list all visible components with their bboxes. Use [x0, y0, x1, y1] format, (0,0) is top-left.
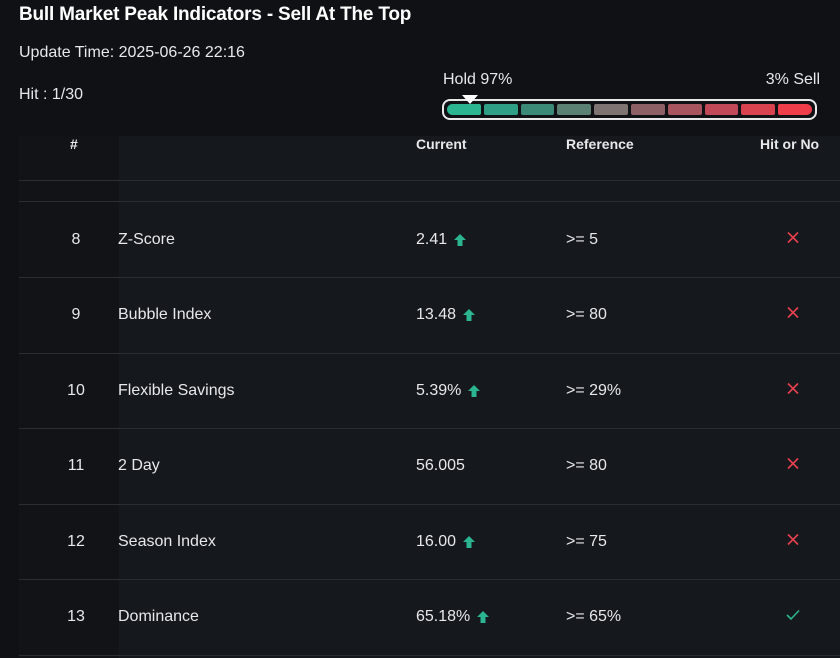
meter-segment: [447, 104, 481, 115]
reference-value: >= 75: [566, 532, 607, 550]
row-number: 11: [67, 457, 85, 474]
indicator-table: [19, 136, 840, 658]
table-row[interactable]: 12 Season Index 16.00 >= 75: [0, 504, 840, 579]
meter-segment: [520, 104, 555, 115]
meter-segment: [630, 104, 665, 115]
reference-value: >= 80: [566, 457, 607, 474]
frozen-column-shade: [19, 136, 119, 658]
table-row[interactable]: 13 Dominance 65.18% >= 65%: [0, 580, 840, 655]
hit-status: [785, 531, 801, 552]
row-divider: [19, 579, 840, 580]
indicator-name: Dominance: [118, 608, 199, 625]
cross-icon: [787, 382, 799, 394]
indicator-name: Season Index: [118, 532, 216, 550]
current-value: 56.005: [416, 457, 465, 475]
row-divider: [19, 428, 840, 429]
cross-icon: [787, 306, 799, 319]
row-number: 9: [71, 306, 81, 323]
table-row[interactable]: 9 Bubble Index 13.48 >= 80: [0, 278, 840, 353]
current-value: 5.39%: [416, 382, 481, 400]
hit-status: [785, 305, 801, 326]
row-number: 13: [67, 608, 85, 625]
reference-value: >= 29%: [566, 381, 622, 399]
current-value-text: 2.41: [416, 230, 448, 248]
indicator-name: Z-Score: [118, 230, 175, 248]
trend-up-icon: [468, 384, 481, 397]
row-divider: [19, 352, 840, 354]
cross-icon: [787, 457, 799, 470]
current-value: 13.48: [416, 306, 476, 324]
meter-segment: [594, 104, 628, 115]
sell-label: 3% Sell: [765, 71, 820, 88]
row-number: 12: [67, 532, 85, 550]
hit-status: [785, 607, 801, 628]
update-time: Update Time: 2025-06-26 22:16: [19, 44, 245, 61]
current-value-text: 5.39%: [416, 381, 462, 399]
reference-value: >= 65%: [566, 608, 622, 625]
indicator-name: 2 Day: [118, 457, 160, 474]
trend-up-icon: [454, 233, 467, 246]
row-number: 8: [71, 230, 81, 248]
trend-up-icon: [477, 611, 490, 623]
col-header-reference: Reference: [566, 136, 634, 152]
current-value-text: 16.00: [416, 532, 457, 550]
meter-segment: [704, 104, 739, 115]
table-row[interactable]: 8 Z-Score 2.41 >= 5: [0, 202, 840, 277]
current-value-text: 13.48: [416, 306, 457, 323]
meter-pointer-icon: [462, 95, 478, 104]
cross-icon: [787, 533, 799, 545]
row-divider: [19, 277, 840, 278]
row-divider: [19, 180, 840, 181]
meter-segment: [557, 104, 592, 115]
meter-segment: [483, 104, 518, 115]
hold-label: Hold 97%: [443, 71, 513, 88]
row-divider: [19, 201, 840, 202]
col-header-num: #: [70, 136, 78, 152]
indicator-name: Bubble Index: [118, 306, 212, 323]
trend-up-icon: [463, 309, 476, 321]
row-divider: [19, 654, 840, 656]
table-row[interactable]: 11 2 Day 56.005 >= 80: [0, 429, 840, 504]
row-divider: [19, 503, 840, 505]
meter-segment: [778, 104, 812, 115]
hit-status: [785, 380, 801, 401]
col-header-current: Current: [416, 136, 467, 152]
hit-count: Hit : 1/30: [19, 86, 84, 103]
hit-status: [785, 229, 801, 250]
meter-segment: [741, 104, 776, 115]
trend-up-icon: [463, 535, 476, 548]
current-value-text: 65.18%: [416, 608, 471, 625]
current-value-text: 56.005: [416, 457, 465, 474]
indicator-name: Flexible Savings: [118, 381, 235, 399]
check-icon: [786, 609, 800, 621]
current-value: 16.00: [416, 533, 476, 551]
hit-status: [785, 456, 801, 477]
row-number: 10: [67, 381, 85, 399]
reference-value: >= 5: [566, 230, 599, 248]
col-header-hit: Hit or No: [760, 136, 820, 152]
meter-segment: [667, 104, 702, 115]
page-title: Bull Market Peak Indicators - Sell At Th…: [19, 4, 412, 25]
table-row[interactable]: 10 Flexible Savings 5.39% >= 29%: [0, 353, 840, 428]
reference-value: >= 80: [566, 306, 607, 323]
current-value: 65.18%: [416, 608, 490, 626]
hold-sell-meter: [442, 99, 817, 120]
cross-icon: [787, 231, 799, 243]
current-value: 2.41: [416, 231, 467, 249]
